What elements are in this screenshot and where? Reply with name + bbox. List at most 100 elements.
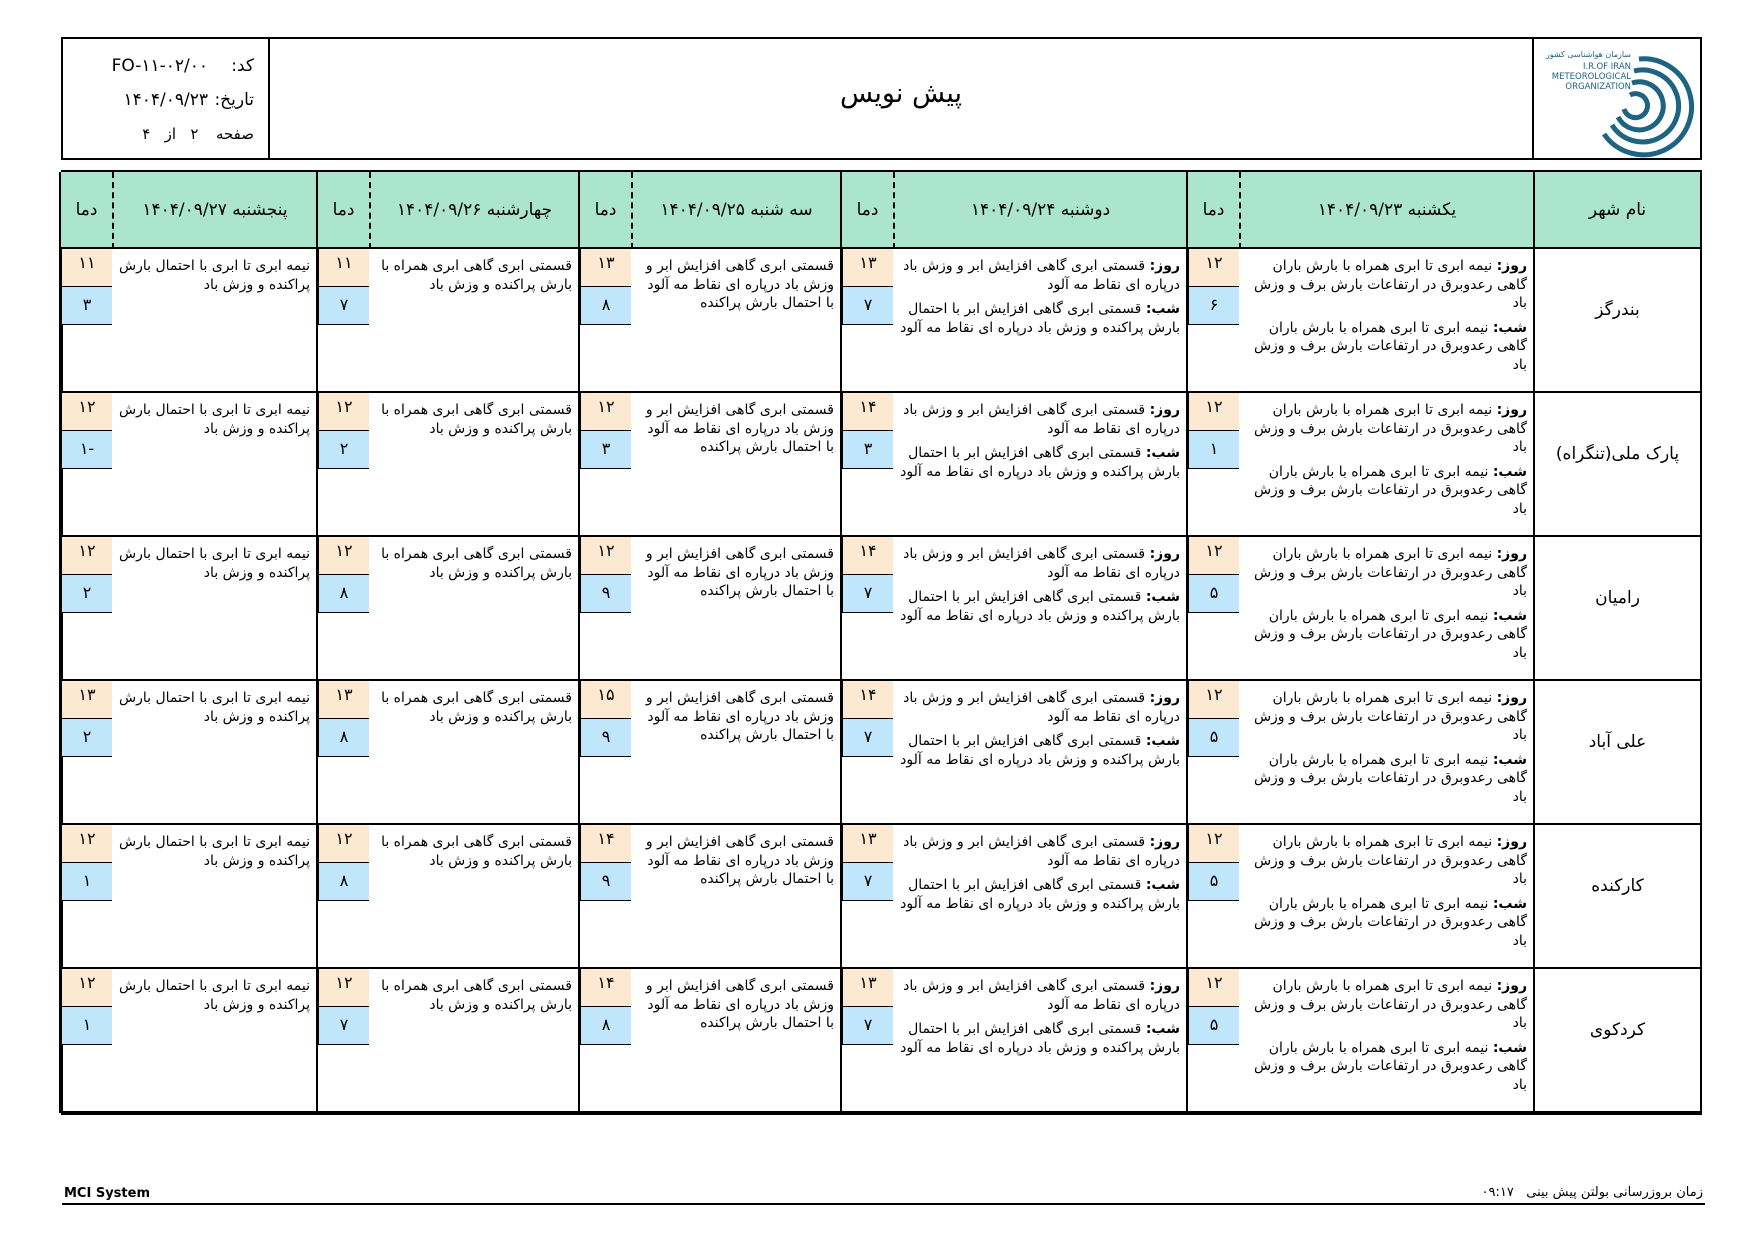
day-forecast-text: نیمه ابری تا ابری همراه با بارش باران گا… <box>1253 258 1527 311</box>
forecast-description: روز: قسمتی ابری گاهی افزایش ابر و وزش با… <box>893 249 1186 393</box>
city-name: پارک ملی(تنگراه) <box>1533 393 1700 537</box>
night-forecast: شب: قسمتی ابری گاهی افزایش ابر با احتمال… <box>899 1020 1180 1057</box>
day-label: روز: <box>1149 978 1180 994</box>
forecast-description: نیمه ابری تا ابری با احتمال بارش پراکنده… <box>112 249 316 393</box>
night-forecast: شب: قسمتی ابری گاهی افزایش ابر با احتمال… <box>899 876 1180 913</box>
night-forecast: شب: نیمه ابری تا ابری همراه با بارش بارا… <box>1245 1039 1527 1095</box>
max-temperature: ۱۳ <box>61 681 112 719</box>
temp-column-header: دما <box>316 172 369 249</box>
forecast-text: قسمتی ابری گاهی افزایش ابر و وزش باد درپ… <box>645 834 834 887</box>
forecast-description: روز: قسمتی ابری گاهی افزایش ابر و وزش با… <box>893 393 1186 537</box>
min-temperature: ۷ <box>318 1007 369 1045</box>
temperature-cell: ۱۲ ۷ <box>316 969 369 1113</box>
page-row: صفحه ۲ از ۴ <box>63 117 254 151</box>
night-forecast-text: قسمتی ابری گاهی افزایش ابر با احتمال بار… <box>900 589 1180 624</box>
night-label: شب: <box>1492 1039 1527 1056</box>
forecast-description: روز: نیمه ابری تا ابری همراه با بارش بار… <box>1239 969 1533 1113</box>
forecast-description: قسمتی ابری گاهی ابری همراه با بارش پراکن… <box>369 681 578 825</box>
day-forecast-text: نیمه ابری تا ابری همراه با بارش باران گا… <box>1253 690 1527 743</box>
temperature-cell: ۱۳ ۸ <box>578 249 631 393</box>
forecast-description: روز: قسمتی ابری گاهی افزایش ابر و وزش با… <box>893 825 1186 969</box>
max-temperature: ۱۱ <box>318 249 369 287</box>
code-value: FO-۱۱-۰۲/۰۰ <box>111 56 208 76</box>
city-name: کردکوی <box>1533 969 1700 1113</box>
forecast-description: روز: قسمتی ابری گاهی افزایش ابر و وزش با… <box>893 537 1186 681</box>
temperature-cell: ۱۲ ۵ <box>1186 681 1239 825</box>
max-temperature: ۱۴ <box>842 393 893 431</box>
day-label: روز: <box>1496 978 1527 994</box>
forecast-text: نیمه ابری تا ابری با احتمال بارش پراکنده… <box>119 690 310 725</box>
temperature-cell: ۱۳ ۷ <box>840 969 893 1113</box>
temperature-cell: ۱۲ ۲ <box>316 393 369 537</box>
max-temperature: ۱۳ <box>580 249 631 287</box>
day-forecast: روز: قسمتی ابری گاهی افزایش ابر و وزش با… <box>899 257 1180 294</box>
day-forecast: روز: نیمه ابری تا ابری همراه با بارش بار… <box>1245 977 1527 1033</box>
city-name: علی آباد <box>1533 681 1700 825</box>
night-forecast-text: قسمتی ابری گاهی افزایش ابر با احتمال بار… <box>900 1021 1180 1056</box>
forecast-table: نام شهر یکشنبه ۱۴۰۴/۰۹/۲۳ دما دوشنبه ۱۴۰۴/۰… <box>59 170 1702 1115</box>
day-column-header: دوشنبه ۱۴۰۴/۰۹/۲۴ <box>893 172 1186 249</box>
max-temperature: ۱۲ <box>318 537 369 575</box>
min-temperature: ۷ <box>318 287 369 325</box>
day-column-header: پنجشنبه ۱۴۰۴/۰۹/۲۷ <box>112 172 316 249</box>
forecast-text: قسمتی ابری گاهی افزایش ابر و وزش باد درپ… <box>645 546 834 599</box>
max-temperature: ۱۲ <box>61 969 112 1007</box>
date-value: ۱۴۰۴/۰۹/۲۳ <box>123 90 208 110</box>
forecast-description: روز: قسمتی ابری گاهی افزایش ابر و وزش با… <box>893 681 1186 825</box>
forecast-text: نیمه ابری تا ابری با احتمال بارش پراکنده… <box>119 834 310 869</box>
min-temperature: ۹ <box>580 575 631 613</box>
temperature-cell: ۱۲ ۵ <box>1186 825 1239 969</box>
forecast-text: نیمه ابری تا ابری با احتمال بارش پراکنده… <box>119 258 310 293</box>
min-temperature: ۸ <box>580 287 631 325</box>
min-temperature: ۸ <box>580 1007 631 1045</box>
temperature-cell: ۱۲ ۱ <box>59 825 112 969</box>
night-forecast-text: نیمه ابری تا ابری همراه با بارش باران گا… <box>1253 463 1527 517</box>
night-forecast-text: نیمه ابری تا ابری همراه با بارش باران گا… <box>1253 1039 1527 1093</box>
city-name: کارکنده <box>1533 825 1700 969</box>
temp-column-header: دما <box>840 172 893 249</box>
temperature-cell: ۱۴ ۳ <box>840 393 893 537</box>
temperature-cell: ۱۴ ۹ <box>578 825 631 969</box>
day-forecast: روز: نیمه ابری تا ابری همراه با بارش بار… <box>1245 545 1527 601</box>
max-temperature: ۱۲ <box>1188 393 1239 431</box>
system-name: MCI System <box>64 1186 150 1201</box>
code-label: کد: <box>231 56 254 76</box>
day-forecast-text: نیمه ابری تا ابری همراه با بارش باران گا… <box>1253 402 1527 455</box>
temperature-cell: ۱۲ ۵ <box>1186 537 1239 681</box>
night-label: شب: <box>1492 463 1527 480</box>
page-title: پیش نویس <box>839 78 963 109</box>
day-forecast: روز: نیمه ابری تا ابری همراه با بارش بار… <box>1245 689 1527 745</box>
night-forecast: شب: قسمتی ابری گاهی افزایش ابر با احتمال… <box>899 444 1180 481</box>
day-label: روز: <box>1496 258 1527 274</box>
day-label: روز: <box>1149 690 1180 706</box>
day-label: روز: <box>1149 834 1180 850</box>
night-forecast-text: نیمه ابری تا ابری همراه با بارش باران گا… <box>1253 751 1527 805</box>
organization-logo: سازمان هواشناسی کشور I.R.OF IRAN METEORO… <box>1532 39 1700 158</box>
max-temperature: ۱۲ <box>1188 825 1239 863</box>
logo-text-line3: METEOROLOGICAL <box>1552 72 1632 82</box>
day-forecast-text: قسمتی ابری گاهی افزایش ابر و وزش باد درپ… <box>903 690 1180 725</box>
forecast-description: قسمتی ابری گاهی افزایش ابر و وزش باد درپ… <box>631 681 840 825</box>
forecast-description: روز: نیمه ابری تا ابری همراه با بارش بار… <box>1239 249 1533 393</box>
day-column-header: یکشنبه ۱۴۰۴/۰۹/۲۳ <box>1239 172 1533 249</box>
max-temperature: ۱۲ <box>318 969 369 1007</box>
night-forecast-text: نیمه ابری تا ابری همراه با بارش باران گا… <box>1253 895 1527 949</box>
max-temperature: ۱۳ <box>318 681 369 719</box>
min-temperature: ۷ <box>842 1007 893 1045</box>
footer-divider <box>62 1203 1705 1205</box>
temperature-cell: ۱۲ ۸ <box>316 537 369 681</box>
day-forecast-text: قسمتی ابری گاهی افزایش ابر و وزش باد درپ… <box>903 978 1180 1013</box>
forecast-description: قسمتی ابری گاهی ابری همراه با بارش پراکن… <box>369 969 578 1113</box>
forecast-description: نیمه ابری تا ابری با احتمال بارش پراکنده… <box>112 825 316 969</box>
min-temperature: ۹ <box>580 863 631 901</box>
forecast-text: قسمتی ابری گاهی افزایش ابر و وزش باد درپ… <box>645 258 834 311</box>
day-forecast: روز: قسمتی ابری گاهی افزایش ابر و وزش با… <box>899 977 1180 1014</box>
city-column-header: نام شهر <box>1533 172 1700 249</box>
forecast-description: نیمه ابری تا ابری با احتمال بارش پراکنده… <box>112 681 316 825</box>
min-temperature: ۱ <box>61 863 112 901</box>
temperature-cell: ۱۲ ۸ <box>316 825 369 969</box>
min-temperature: ۷ <box>842 863 893 901</box>
min-temperature: ۳ <box>580 431 631 469</box>
forecast-description: قسمتی ابری گاهی ابری همراه با بارش پراکن… <box>369 537 578 681</box>
day-column-header: چهارشنبه ۱۴۰۴/۰۹/۲۶ <box>369 172 578 249</box>
